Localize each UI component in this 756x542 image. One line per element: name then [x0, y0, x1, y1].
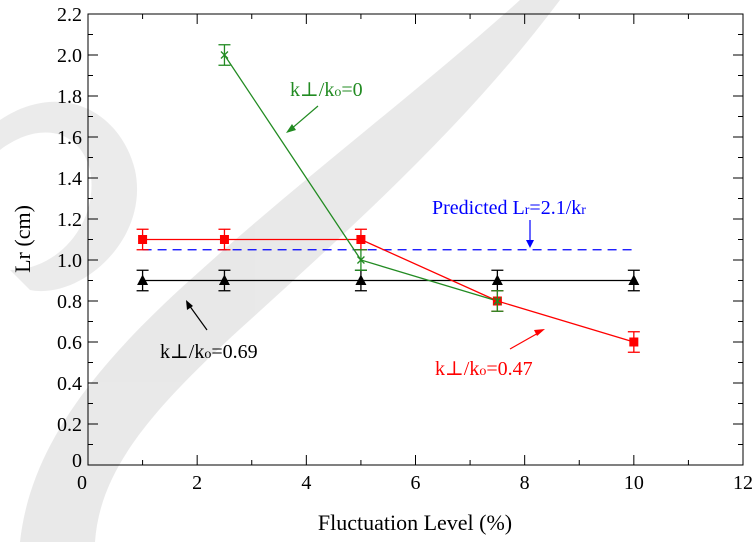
x-tick-label: 12: [733, 472, 753, 494]
x-tick-label: 2: [192, 472, 202, 494]
data-point-x: [493, 297, 502, 305]
data-point-square: [138, 235, 148, 244]
data-point-x: [220, 51, 229, 59]
y-tick-label: 1.4: [57, 168, 82, 190]
data-point-square: [219, 235, 229, 244]
x-tick-label: 6: [411, 472, 421, 494]
x-tick-label: 0: [77, 472, 87, 494]
annotation-k0: k⊥/ko=0: [290, 79, 363, 101]
x-axis-label: Fluctuation Level (%): [318, 510, 512, 535]
annotation-k047: k⊥/ko=0.47: [435, 358, 533, 380]
y-tick-label: 1.2: [57, 209, 82, 231]
y-tick-label: 2.2: [57, 4, 82, 26]
y-tick-label: 0.8: [57, 291, 82, 313]
y-tick-label: 0.4: [57, 373, 82, 395]
x-tick-label: 4: [301, 472, 311, 494]
y-tick-label: 1.6: [57, 127, 82, 149]
y-tick-label: 1.0: [57, 250, 82, 272]
data-point-triangle: [218, 274, 230, 285]
watermark: [0, 0, 560, 542]
y-axis-label: Lr (cm): [10, 205, 35, 273]
x-tick-label: 8: [520, 472, 530, 494]
y-tick-label: 0.2: [57, 414, 82, 436]
data-point-triangle: [355, 274, 367, 285]
data-point-x: [356, 256, 365, 264]
y-tick-label: 0: [72, 450, 82, 472]
data-point-triangle: [628, 274, 640, 285]
annotation-arrows: [186, 105, 545, 350]
data-point-triangle: [491, 274, 503, 285]
annotation-predicted: Predicted Lr=2.1/kr: [432, 197, 586, 219]
y-tick-label: 1.8: [57, 86, 82, 108]
y-tick-label: 2.0: [57, 45, 82, 67]
x-tick-label: 10: [624, 472, 644, 494]
annotation-k069: k⊥/ko=0.69: [160, 341, 258, 363]
data-point-square: [629, 337, 639, 347]
data-point-triangle: [137, 274, 149, 285]
y-tick-label: 0.6: [57, 332, 82, 354]
data-point-square: [356, 235, 366, 244]
